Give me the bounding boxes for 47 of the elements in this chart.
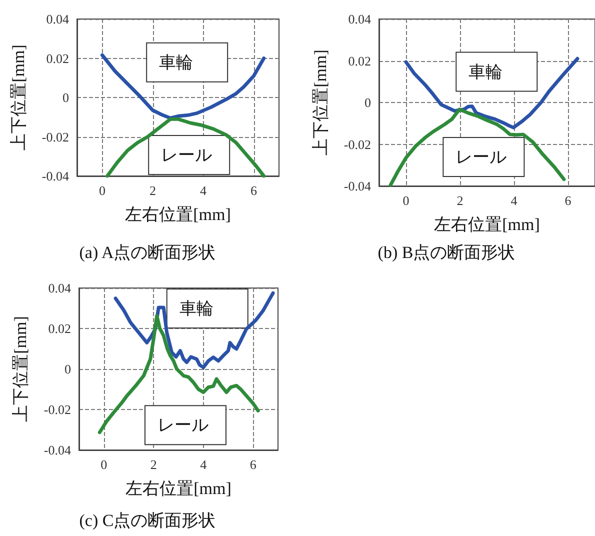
series-label: 車輪: [159, 52, 194, 72]
y-tick-label: -0.04: [344, 178, 372, 194]
text: (b) B点の断面形状: [378, 243, 516, 262]
x-tick-label: 2: [150, 183, 156, 198]
y-axis-title: 上下位置[mm]: [11, 316, 30, 422]
y-tick-label: 0.02: [48, 321, 71, 336]
series-label: 車輪: [468, 62, 503, 82]
line-series: [106, 117, 266, 178]
x-tick-label: 4: [200, 457, 208, 472]
y-tick-label: -0.02: [344, 136, 371, 152]
x-tick-label: 6: [564, 193, 572, 208]
series-label: レール: [161, 146, 212, 165]
y-tick-label: -0.02: [42, 129, 69, 144]
text: (c) C点の断面形状: [79, 511, 216, 530]
line-series: [100, 53, 266, 120]
x-tick-label: 4: [510, 193, 518, 208]
y-tick-label: -0.04: [42, 168, 70, 184]
series-label: レール: [157, 416, 208, 435]
x-tick-label: 0: [402, 193, 410, 208]
series-label: 車輪: [179, 298, 214, 318]
x-tick-label: 0: [100, 457, 108, 472]
y-tick-label: 0: [364, 95, 371, 110]
x-tick-label: 0: [99, 183, 106, 198]
y-tick-label: 0.02: [348, 53, 371, 68]
line-series: [114, 291, 275, 370]
x-tick-label: 2: [150, 457, 157, 472]
y-axis-title: 上下位置[mm]: [311, 50, 330, 156]
y-tick-label: 0.04: [348, 12, 372, 26]
line-series: [388, 108, 566, 187]
y-tick-label: 0: [62, 90, 69, 105]
y-tick-label: 0.04: [46, 12, 70, 26]
y-tick-label: 0.02: [46, 50, 69, 66]
y-axis-title: 上下位置[mm]: [9, 44, 28, 150]
text: (a) A点の断面形状: [79, 243, 216, 262]
x-tick-label: 4: [200, 183, 207, 198]
y-tick-label: -0.02: [44, 402, 71, 417]
line-series: [404, 56, 580, 130]
x-tick-label: 6: [250, 457, 257, 472]
y-tick-label: 0: [64, 362, 71, 376]
x-axis-title: 左右位置[mm]: [434, 215, 540, 234]
x-axis-title: 左右位置[mm]: [126, 479, 232, 498]
x-tick-label: 6: [250, 183, 258, 198]
x-axis-title: 左右位置[mm]: [125, 205, 231, 224]
y-tick-label: -0.04: [44, 442, 72, 458]
series-label: レール: [456, 147, 507, 166]
y-tick-label: 0.04: [48, 280, 72, 296]
x-tick-label: 2: [456, 193, 464, 208]
